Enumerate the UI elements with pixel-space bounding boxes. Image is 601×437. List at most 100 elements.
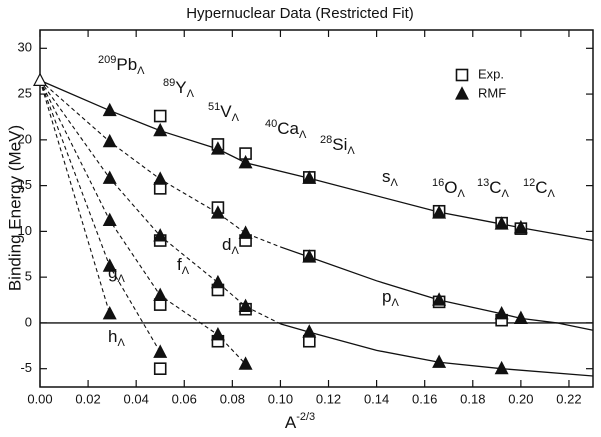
x-tick-label: 0.22 bbox=[556, 391, 581, 406]
annotation: 28SiΛ bbox=[320, 134, 355, 157]
annotation-sub: Λ bbox=[187, 88, 195, 100]
annotation-sub: Λ bbox=[457, 188, 465, 200]
annotation-text: Pb bbox=[116, 55, 137, 74]
annotation-sub: Λ bbox=[182, 265, 190, 277]
y-tick-label: 0 bbox=[25, 314, 32, 329]
annotation: 40CaΛ bbox=[265, 118, 307, 141]
marker-square bbox=[455, 68, 469, 82]
y-tick-label: 30 bbox=[18, 40, 32, 55]
marker-triangle bbox=[210, 141, 225, 155]
marker-triangle bbox=[33, 72, 47, 86]
plot-frame bbox=[39, 29, 594, 388]
marker-triangle bbox=[513, 219, 528, 234]
annotation-sup: 13 bbox=[477, 177, 489, 189]
marker-triangle bbox=[102, 305, 117, 320]
annotation-sup: 12 bbox=[523, 177, 535, 189]
y-tick-label: 5 bbox=[25, 269, 32, 284]
annotation: pΛ bbox=[382, 287, 399, 308]
curve bbox=[39, 80, 161, 353]
annotation-sub: Λ bbox=[391, 177, 399, 189]
annotation-sup: 16 bbox=[432, 177, 444, 189]
x-tick-label: 0.20 bbox=[508, 391, 533, 406]
annotation-text: f bbox=[177, 255, 182, 274]
y-axis-label: Binding Energy (MeV) bbox=[5, 125, 24, 291]
x-tick-label: 0.00 bbox=[27, 391, 52, 406]
marker-triangle bbox=[494, 216, 509, 230]
marker-triangle bbox=[210, 274, 225, 289]
x-tick-label: 0.18 bbox=[460, 391, 485, 406]
marker-triangle bbox=[238, 356, 253, 370]
annotation-sub: Λ bbox=[548, 188, 556, 200]
annotation-sub: Λ bbox=[137, 65, 145, 77]
y-tick-label: 25 bbox=[18, 86, 32, 101]
marker-triangle bbox=[102, 133, 117, 148]
y-tick-label: 10 bbox=[18, 223, 32, 238]
annotation-text: s bbox=[382, 167, 391, 186]
x-tick-label: 0.06 bbox=[172, 391, 197, 406]
annotation-text: d bbox=[222, 235, 231, 254]
y-tick-label: -5 bbox=[20, 360, 32, 375]
marker-triangle bbox=[432, 354, 447, 368]
annotation-sub: Λ bbox=[299, 129, 307, 141]
annotation-sub: Λ bbox=[391, 297, 399, 309]
annotation-sub: Λ bbox=[117, 337, 125, 349]
x-label-base: A bbox=[285, 413, 297, 432]
legend-label: Exp. bbox=[478, 66, 504, 81]
marker-triangle bbox=[494, 305, 509, 320]
marker-square bbox=[153, 109, 167, 123]
chart-title: Hypernuclear Data (Restricted Fit) bbox=[186, 5, 414, 22]
annotation-sub: Λ bbox=[232, 112, 240, 124]
annotation: gΛ bbox=[108, 263, 125, 284]
marker-triangle bbox=[210, 205, 225, 219]
marker-triangle bbox=[302, 324, 317, 338]
x-tick-label: 0.12 bbox=[316, 391, 341, 406]
annotation: hΛ bbox=[108, 327, 125, 348]
marker-triangle bbox=[513, 310, 528, 324]
annotation: 89YΛ bbox=[163, 77, 195, 100]
annotation-text: V bbox=[220, 102, 232, 121]
annotation-sub: Λ bbox=[117, 273, 125, 285]
annotation: dΛ bbox=[222, 235, 239, 256]
x-tick-label: 0.16 bbox=[412, 391, 437, 406]
marker-triangle bbox=[102, 170, 117, 184]
curve bbox=[39, 80, 281, 325]
marker-triangle bbox=[238, 225, 253, 239]
annotation-text: C bbox=[489, 178, 501, 197]
y-tick-label: 15 bbox=[18, 177, 32, 192]
annotation-sup: 40 bbox=[265, 118, 277, 130]
annotation: 13CΛ bbox=[477, 177, 510, 200]
marker-triangle bbox=[432, 292, 447, 306]
marker-triangle bbox=[153, 122, 168, 137]
marker-triangle bbox=[238, 154, 253, 169]
curve bbox=[280, 323, 594, 377]
marker-square bbox=[153, 362, 167, 375]
annotation-text: C bbox=[535, 178, 547, 197]
annotation-sup: 51 bbox=[208, 101, 220, 113]
marker-triangle bbox=[210, 327, 225, 341]
legend-label: RMF bbox=[478, 85, 506, 100]
curve bbox=[39, 80, 111, 314]
marker-triangle bbox=[102, 258, 117, 272]
marker-triangle bbox=[432, 205, 447, 219]
annotation-sup: 89 bbox=[163, 77, 175, 89]
annotation-sub: Λ bbox=[231, 245, 239, 257]
marker-triangle bbox=[153, 228, 168, 242]
marker-triangle bbox=[302, 170, 317, 184]
annotation-text: Y bbox=[175, 78, 186, 97]
marker-triangle bbox=[153, 171, 168, 185]
x-tick-label: 0.04 bbox=[124, 391, 149, 406]
curve bbox=[280, 246, 594, 331]
marker-triangle bbox=[102, 212, 117, 226]
annotation-text: g bbox=[108, 263, 117, 282]
curve bbox=[39, 79, 594, 242]
marker-triangle bbox=[494, 360, 509, 375]
annotation: fΛ bbox=[177, 255, 190, 276]
marker-triangle bbox=[153, 287, 168, 302]
marker-triangle bbox=[153, 344, 168, 358]
marker-triangle bbox=[238, 298, 253, 313]
x-axis-label: A-2/3 bbox=[285, 411, 315, 433]
annotation: 51VΛ bbox=[208, 101, 240, 124]
annotation-sub: Λ bbox=[347, 145, 355, 157]
annotation: 209PbΛ bbox=[98, 54, 145, 77]
